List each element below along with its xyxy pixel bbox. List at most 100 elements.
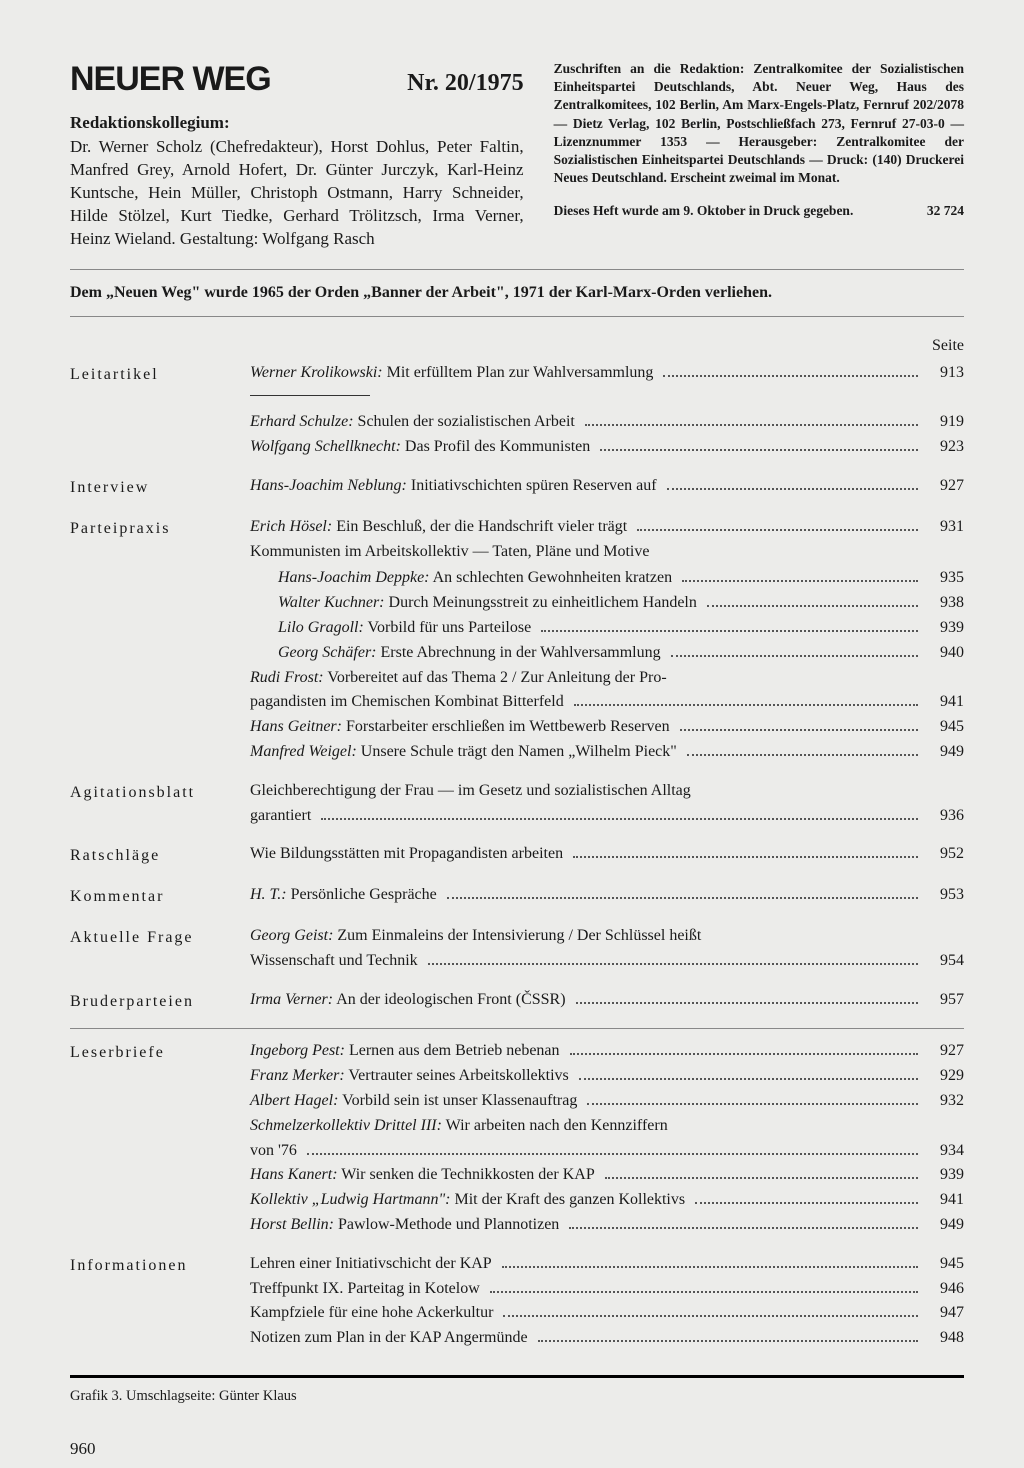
award-line: Dem „Neuen Weg" wurde 1965 der Orden „Ba… [70,284,964,302]
entry-title: Schulen der sozialistischen Arbeit [354,413,575,430]
toc-entry: Georg Schäfer: Erste Abrechnung in der W… [250,641,964,666]
toc-entry: Kampfziele für eine hohe Ackerkultur 947 [250,1301,964,1326]
toc-entry: Schmelzerkollektiv Drittel III: Wir arbe… [250,1114,964,1139]
entry-author: Manfred Weigel: [250,743,357,760]
toc-entry: Wolfgang Schellknecht: Das Profil des Ko… [250,435,964,460]
entry-page: 929 [922,1064,964,1089]
entry-title: garantiert [250,804,317,829]
leader-dots [587,1103,918,1105]
toc-entry: Treffpunkt IX. Parteitag in Kotelow 946 [250,1277,964,1302]
toc-entry: Irma Verner: An der ideologischen Front … [250,988,964,1013]
entry-title: Vertrauter seines Arbeitskollektivs [345,1067,569,1084]
entry-title: von '76 [250,1139,303,1164]
toc-section-block: Bruderparteien Irma Verner: An der ideol… [70,988,964,1015]
entry-author: Hans Geitner: [250,718,342,735]
entry-title: An der ideologischen Front (ČSSR) [333,991,565,1008]
entry-title: Kampfziele für eine hohe Ackerkultur [250,1301,499,1326]
toc-entry: garantiert 936 [250,804,964,829]
entry-title: Wie Bildungsstätten mit Propagandisten a… [250,842,569,867]
toc-section-block: Ratschläge Wie Bildungsstätten mit Propa… [70,842,964,869]
entry-page: 941 [922,1188,964,1213]
print-run-number: 32 724 [927,202,964,220]
entry-page: 953 [922,883,964,908]
entry-page: 947 [922,1301,964,1326]
thick-rule [70,1375,964,1378]
section-label: Aktuelle Frage [70,924,250,974]
entry-title: Wissenschaft und Technik [250,949,424,974]
entry-author: Kollektiv „Ludwig Hartmann": [250,1191,451,1208]
imprint-block: Zuschriften an die Redaktion: Zentralkom… [554,60,964,251]
editorial-board-label: Redaktionskollegium: [70,113,524,133]
leader-dots [579,1078,918,1080]
entry-author: Hans Kanert: [250,1166,338,1183]
entry-page: 927 [922,1039,964,1064]
entry-title: Forstarbeiter erschließen im Wettbewerb … [342,718,670,735]
entry-title: Wir senken die Technikkosten der KAP [338,1166,595,1183]
entry-page: 948 [922,1326,964,1351]
separator-rule [70,316,964,317]
toc-entries: Hans-Joachim Neblung: Initiativschichten… [250,474,964,501]
leader-dots [538,1340,918,1342]
leader-dots [576,1002,918,1004]
page-column-header: Seite [70,337,964,355]
toc-entries: Lehren einer Initiativschicht der KAP 94… [250,1252,964,1351]
leader-dots [573,856,918,858]
toc-entry: von '76 934 [250,1139,964,1164]
entry-author: Georg Schäfer: [278,644,377,661]
entry-author: Horst Bellin: [250,1216,334,1233]
graphic-credit: Grafik 3. Umschlagseite: Günter Klaus [70,1388,964,1405]
entry-title: Kommunisten im Arbeitskollektiv — Taten,… [250,540,655,565]
toc-entry: pagandisten im Chemischen Kombinat Bitte… [250,690,964,715]
entry-title: Vorbild für uns Parteilose [364,619,531,636]
toc-entries: Gleichberechtigung der Frau — im Gesetz … [250,779,964,829]
entry-page: 935 [922,566,964,591]
leader-dots [502,1266,918,1268]
entry-title: Initiativschichten spüren Reserven auf [407,477,657,494]
toc-entry: Albert Hagel: Vorbild sein ist unser Kla… [250,1089,964,1114]
masthead-title: NEUER WEG [70,60,271,99]
entry-title: Pawlow-Methode und Plannotizen [334,1216,559,1233]
entry-author: Walter Kuchner: [278,594,385,611]
leader-dots [428,963,918,965]
toc-entries: Ingeborg Pest: Lernen aus dem Betrieb ne… [250,1039,964,1237]
toc-entry: Hans-Joachim Deppke: An schlechten Gewoh… [250,566,964,591]
entry-author: Rudi Frost: [250,669,324,686]
entry-title: Notizen zum Plan in der KAP Angermünde [250,1326,534,1351]
leader-dots [490,1291,918,1293]
separator-rule [70,269,964,270]
entry-page: 931 [922,515,964,540]
toc-section-block: Leserbriefe Ingeborg Pest: Lernen aus de… [70,1039,964,1237]
toc-entry: Notizen zum Plan in der KAP Angermünde 9… [250,1326,964,1351]
leader-dots [585,424,918,426]
toc-entries: Werner Krolikowski: Mit erfülltem Plan z… [250,361,964,460]
entry-page: 952 [922,842,964,867]
entry-page: 939 [922,616,964,641]
entry-page: 945 [922,1252,964,1277]
toc-entries: Wie Bildungsstätten mit Propagandisten a… [250,842,964,869]
toc-entry: Ingeborg Pest: Lernen aus dem Betrieb ne… [250,1039,964,1064]
leader-dots [570,1053,918,1055]
leader-dots [667,488,918,490]
entry-title: Das Profil des Kommunisten [401,438,590,455]
leader-dots [600,449,918,451]
toc-section-block: Informationen Lehren einer Initiativschi… [70,1252,964,1351]
entry-author: Irma Verner: [250,991,333,1008]
entry-page: 949 [922,740,964,765]
leader-dots [682,580,918,582]
leader-dots [707,605,918,607]
page-number: 960 [70,1439,964,1459]
leader-dots [605,1177,918,1179]
toc-entry: Manfred Weigel: Unsere Schule trägt den … [250,740,964,765]
editorial-board-body: Dr. Werner Scholz (Chefredakteur), Horst… [70,136,524,251]
toc-entry: Hans-Joachim Neblung: Initiativschichten… [250,474,964,499]
leader-dots [663,375,918,377]
toc-entry: Wie Bildungsstätten mit Propagandisten a… [250,842,964,867]
leader-dots [307,1153,918,1155]
leader-dots [447,897,918,899]
toc-section-block: Parteipraxis Erich Hösel: Ein Beschluß, … [70,515,964,765]
toc-entry: Hans Kanert: Wir senken die Technikkoste… [250,1163,964,1188]
toc-subheading: Kommunisten im Arbeitskollektiv — Taten,… [250,540,964,565]
entry-page: 919 [922,410,964,435]
short-rule [250,395,370,396]
entry-author: Schmelzerkollektiv Drittel III: [250,1117,442,1134]
